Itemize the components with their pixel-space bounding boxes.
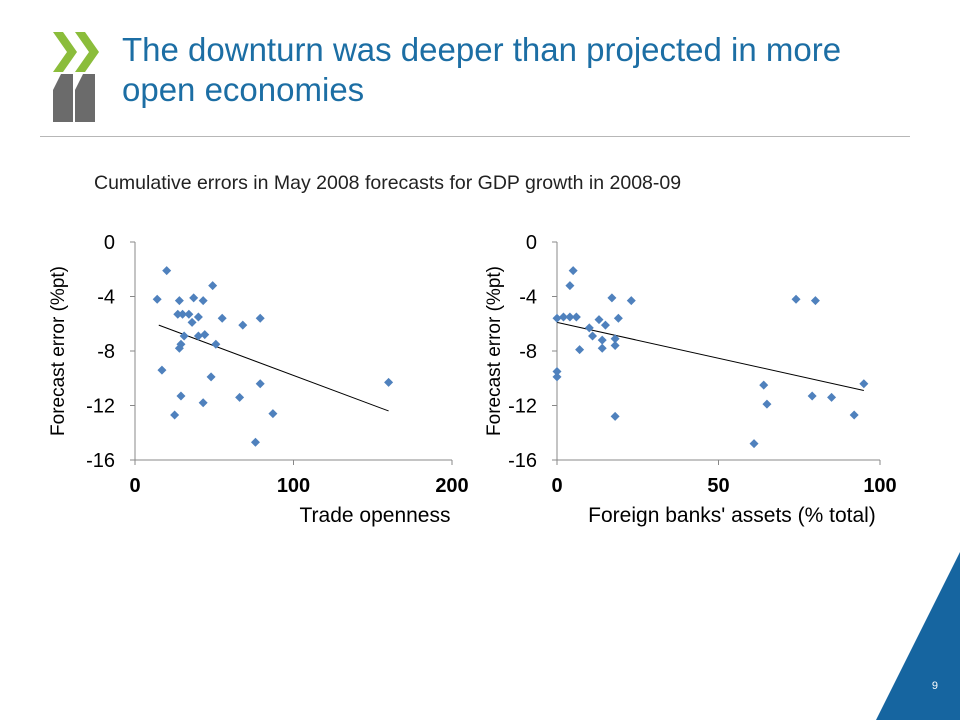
data-point	[208, 281, 218, 291]
y-tick-label: -16	[86, 450, 115, 472]
x-tick-label: 200	[435, 475, 468, 497]
data-point	[827, 392, 837, 402]
data-point	[200, 330, 210, 340]
data-point	[807, 391, 817, 401]
data-point	[176, 391, 186, 401]
logo-chevron-light-1	[53, 32, 77, 72]
data-point	[575, 345, 585, 355]
data-point	[170, 410, 180, 420]
logo-bar-dark-2	[75, 74, 95, 122]
data-point	[594, 315, 604, 325]
corner-triangle	[876, 552, 960, 720]
logo-chevron-light-2	[75, 32, 99, 72]
data-point	[613, 313, 623, 323]
data-point	[238, 320, 248, 330]
data-point	[174, 296, 184, 306]
y-tick-label: 0	[104, 232, 115, 254]
x-tick-label: 100	[863, 475, 896, 497]
data-point	[184, 309, 194, 319]
data-point	[552, 372, 562, 382]
data-point	[597, 343, 607, 353]
data-point	[849, 410, 859, 420]
data-point	[610, 411, 620, 421]
data-point	[384, 377, 394, 387]
y-axis-label: Forecast error (%pt)	[48, 266, 69, 436]
x-axis-label: Foreign banks' assets (% total)	[588, 504, 876, 527]
data-point	[810, 296, 820, 306]
page-number: 9	[931, 680, 938, 692]
y-tick-label: -12	[86, 396, 115, 418]
data-point	[250, 437, 260, 447]
data-point	[571, 312, 581, 322]
data-point	[565, 312, 575, 322]
data-point	[152, 294, 162, 304]
y-axis-label: Forecast error (%pt)	[484, 266, 505, 436]
data-point	[600, 320, 610, 330]
y-tick-label: -8	[97, 341, 115, 363]
data-point	[588, 331, 598, 341]
data-point	[762, 399, 772, 409]
data-point	[607, 293, 617, 303]
data-point	[187, 317, 197, 327]
data-point	[235, 392, 245, 402]
data-point	[568, 266, 578, 276]
data-point	[217, 313, 227, 323]
logo-bar-dark-1	[53, 74, 73, 122]
data-point	[791, 294, 801, 304]
y-tick-label: -12	[508, 396, 537, 418]
title-divider	[40, 136, 910, 137]
data-point	[626, 296, 636, 306]
chart-foreign-banks: 0 -4 -8 -12 -16 0 50 100 Forecast error (%pt) For…	[482, 212, 910, 532]
chart-trade-openness: 0 -4 -8 -12 -16 0 100 200 Forecast error (%pt) Tr…	[40, 212, 480, 532]
data-point	[198, 296, 208, 306]
data-point	[558, 312, 568, 322]
y-tick-label: -8	[519, 341, 537, 363]
data-point	[173, 309, 183, 319]
data-point	[749, 439, 759, 449]
x-tick-label: 100	[277, 475, 310, 497]
data-point	[610, 341, 620, 351]
scatter-chart-foreign-banks: 0 -4 -8 -12 -16 0 50 100 Forecast error (%pt) For…	[484, 232, 897, 527]
y-tick-label: 0	[526, 232, 537, 254]
y-tick-label: -4	[519, 287, 537, 309]
data-point	[178, 309, 188, 319]
data-point	[584, 323, 594, 333]
x-axis-label: Trade openness	[300, 504, 451, 527]
data-point	[198, 398, 208, 408]
data-point	[552, 366, 562, 376]
data-point	[174, 343, 184, 353]
oecd-logo	[53, 32, 99, 122]
scatter-chart-trade-openness: 0 -4 -8 -12 -16 0 100 200 Forecast error (%pt) Tr…	[48, 232, 469, 527]
trend-line	[556, 321, 864, 392]
data-point	[211, 339, 221, 349]
slide-title: The downturn was deeper than projected i…	[122, 31, 842, 108]
data-point	[162, 266, 172, 276]
data-point	[255, 313, 265, 323]
data-point	[206, 372, 216, 382]
x-tick-label: 0	[551, 475, 562, 497]
data-point	[179, 331, 189, 341]
chart-subtitle: Cumulative errors in May 2008 forecasts …	[94, 172, 682, 194]
x-tick-label: 50	[707, 475, 729, 497]
data-point	[759, 380, 769, 390]
data-point	[193, 331, 203, 341]
data-point	[255, 379, 265, 389]
data-point	[552, 313, 562, 323]
y-tick-label: -4	[97, 287, 115, 309]
data-point	[859, 379, 869, 389]
data-point	[610, 334, 620, 344]
x-tick-label: 0	[129, 475, 140, 497]
data-point	[157, 365, 167, 375]
data-point	[193, 312, 203, 322]
data-point	[597, 335, 607, 345]
data-point	[189, 293, 199, 303]
y-tick-label: -16	[508, 450, 537, 472]
trend-line	[158, 324, 389, 412]
data-point	[268, 409, 278, 419]
data-point	[565, 281, 575, 291]
